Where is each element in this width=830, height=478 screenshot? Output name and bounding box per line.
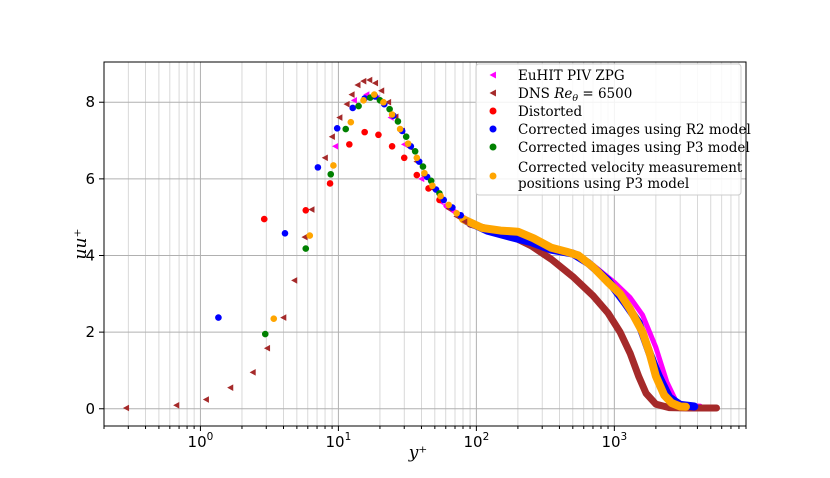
data-point-series-5 <box>437 192 444 200</box>
data-point-series-2 <box>388 142 396 150</box>
plot-frame <box>103 61 747 427</box>
data-point-series-1 <box>343 100 350 108</box>
y-tick-label: 2 <box>85 323 95 341</box>
data-point-series-5 <box>429 182 436 190</box>
data-point-series-4 <box>427 177 435 185</box>
series-curves <box>443 203 720 412</box>
data-point-series-1 <box>280 314 287 321</box>
data-point-series-2 <box>346 141 353 148</box>
data-point-series-1 <box>122 404 130 412</box>
data-point-series-1 <box>461 218 468 226</box>
data-point-series-0 <box>332 142 339 150</box>
data-point-series-1 <box>291 277 298 284</box>
x-tick-label: 101 <box>326 431 352 451</box>
data-point-series-2 <box>302 206 310 214</box>
data-point-series-5 <box>396 125 404 133</box>
data-point-series-1 <box>173 402 180 409</box>
data-point-series-5 <box>453 210 460 217</box>
data-point-series-4 <box>402 133 410 141</box>
legend-marker-1 <box>489 89 496 97</box>
data-point-series-5 <box>270 315 278 323</box>
data-point-series-5 <box>360 97 367 104</box>
data-point-series-5 <box>306 232 314 239</box>
data-point-series-2 <box>361 128 368 136</box>
x-tick-label: 100 <box>188 431 214 451</box>
data-point-series-5 <box>380 98 387 106</box>
data-point-series-1 <box>202 396 209 403</box>
data-point-series-1 <box>378 87 385 95</box>
legend-box <box>475 63 742 196</box>
axis-ticks: 0 2 4 6 8 100 101 102 103 <box>85 93 747 451</box>
data-point-series-5 <box>445 201 452 209</box>
data-point-series-4 <box>411 147 419 155</box>
data-point-series-5 <box>421 169 428 177</box>
data-point-series-1 <box>366 76 373 84</box>
y-tick-label: 6 <box>85 170 95 188</box>
data-point-series-1 <box>249 369 256 376</box>
data-point-series-1 <box>308 206 315 213</box>
data-point-series-1 <box>301 233 308 241</box>
data-point-series-3 <box>349 104 357 112</box>
data-point-series-0 <box>418 175 425 183</box>
data-point-series-2 <box>413 171 421 179</box>
data-point-series-4 <box>355 102 362 110</box>
y-tick-label: 8 <box>85 93 95 111</box>
data-point-series-1 <box>371 79 379 87</box>
legend-marker-2 <box>489 107 497 115</box>
legend-label-2: Distorted <box>518 104 582 120</box>
data-point-series-5 <box>330 162 337 169</box>
series-curve-5 <box>459 215 690 411</box>
series-points <box>122 76 468 412</box>
data-point-series-5 <box>404 140 412 147</box>
legend-label-0: EuHIT PIV ZPG <box>518 68 625 84</box>
data-point-series-5 <box>347 118 355 126</box>
data-point-series-3 <box>333 124 341 132</box>
data-point-series-1 <box>336 114 343 121</box>
data-point-series-4 <box>342 125 350 133</box>
legend-marker-4 <box>489 143 497 151</box>
legend-label-3: Corrected images using R2 model <box>518 122 751 138</box>
legend-marker-3 <box>489 125 497 133</box>
data-point-series-5 <box>388 111 396 118</box>
legend-label-1: DNS Reθ = 6500 <box>518 86 632 104</box>
data-point-series-5 <box>413 154 421 162</box>
legend-label-4: Corrected images using P3 model <box>518 140 750 156</box>
y-axis-label: uu⁺ <box>71 229 91 260</box>
data-point-series-2 <box>375 131 382 139</box>
data-point-series-1 <box>328 133 335 141</box>
data-point-series-2 <box>260 215 268 223</box>
y-tick-label: 0 <box>85 400 95 418</box>
data-point-series-1 <box>321 154 328 162</box>
data-point-series-2 <box>326 180 334 187</box>
x-tick-label: 102 <box>463 431 489 451</box>
legend-label-5-line-0: Corrected velocity measurement <box>518 160 743 176</box>
data-point-series-3 <box>314 164 322 171</box>
data-point-series-0 <box>350 97 357 104</box>
data-point-series-4 <box>419 163 427 170</box>
data-point-series-4 <box>302 245 310 252</box>
data-point-series-1 <box>385 98 392 106</box>
data-point-series-2 <box>400 154 408 162</box>
y-tick-label: 4 <box>85 246 95 264</box>
data-point-series-1 <box>348 91 355 98</box>
data-point-series-3 <box>281 229 289 237</box>
data-point-series-4 <box>327 170 335 178</box>
data-point-series-4 <box>386 105 393 113</box>
data-point-series-4 <box>394 118 402 125</box>
data-point-series-1 <box>354 81 361 89</box>
data-point-series-1 <box>227 384 234 391</box>
x-axis-label: y⁺ <box>408 443 428 463</box>
data-point-series-1 <box>360 77 367 85</box>
legend-marker-0 <box>489 71 496 79</box>
legend-label-5-line-1: positions using P3 model <box>518 176 689 192</box>
data-point-series-1 <box>263 344 271 352</box>
data-point-series-4 <box>261 330 269 338</box>
legend-marker-5 <box>489 172 497 180</box>
data-point-series-3 <box>215 314 222 321</box>
data-point-series-5 <box>370 91 378 98</box>
x-tick-label: 103 <box>601 431 627 451</box>
